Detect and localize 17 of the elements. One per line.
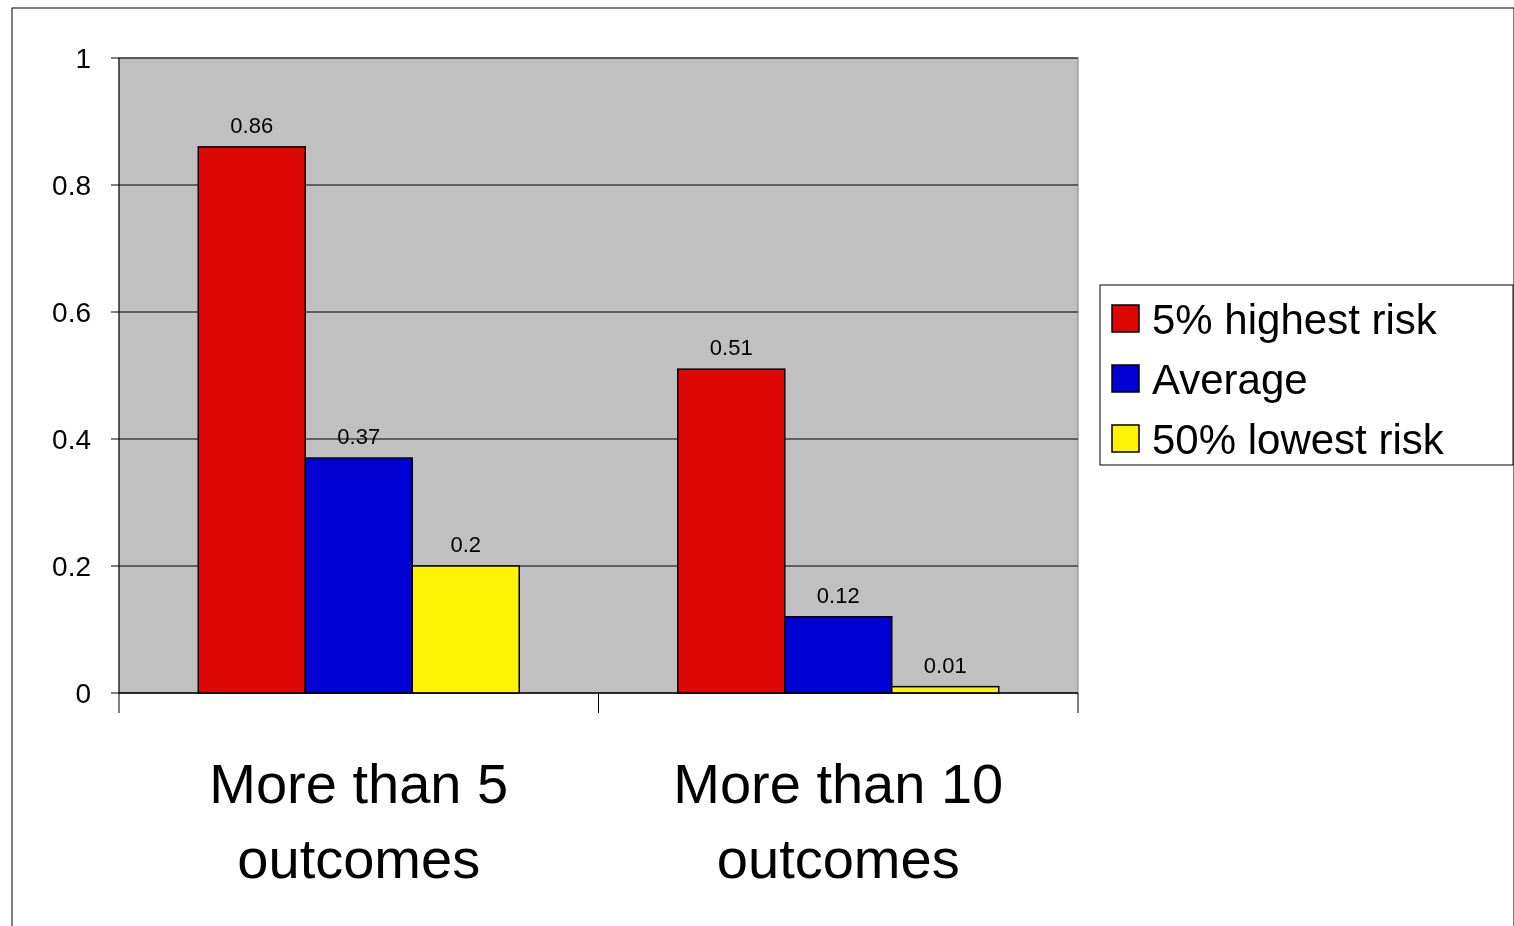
y-tick-label: 0.6 bbox=[52, 296, 91, 328]
legend-label: 50% lowest risk bbox=[1152, 415, 1445, 463]
y-tick-label: 0.8 bbox=[52, 169, 91, 201]
legend-label: Average bbox=[1152, 355, 1308, 403]
legend-label: 5% highest risk bbox=[1152, 295, 1438, 343]
x-tick-label: More than 10 outcomes bbox=[673, 752, 1004, 890]
data-label: 0.51 bbox=[709, 335, 753, 361]
y-tick-label: 0.4 bbox=[52, 423, 91, 455]
data-label: 0.37 bbox=[337, 424, 381, 450]
data-label: 0.2 bbox=[450, 532, 482, 557]
data-label: 0.86 bbox=[230, 112, 274, 138]
y-tick-label: 0.2 bbox=[52, 550, 91, 582]
data-label: 0.01 bbox=[923, 652, 967, 678]
data-label: 0.12 bbox=[816, 582, 860, 608]
y-tick-label: 0 bbox=[75, 677, 91, 709]
y-tick-label: 1 bbox=[75, 42, 91, 74]
x-tick-label: More than 5 outcomes bbox=[209, 752, 509, 890]
